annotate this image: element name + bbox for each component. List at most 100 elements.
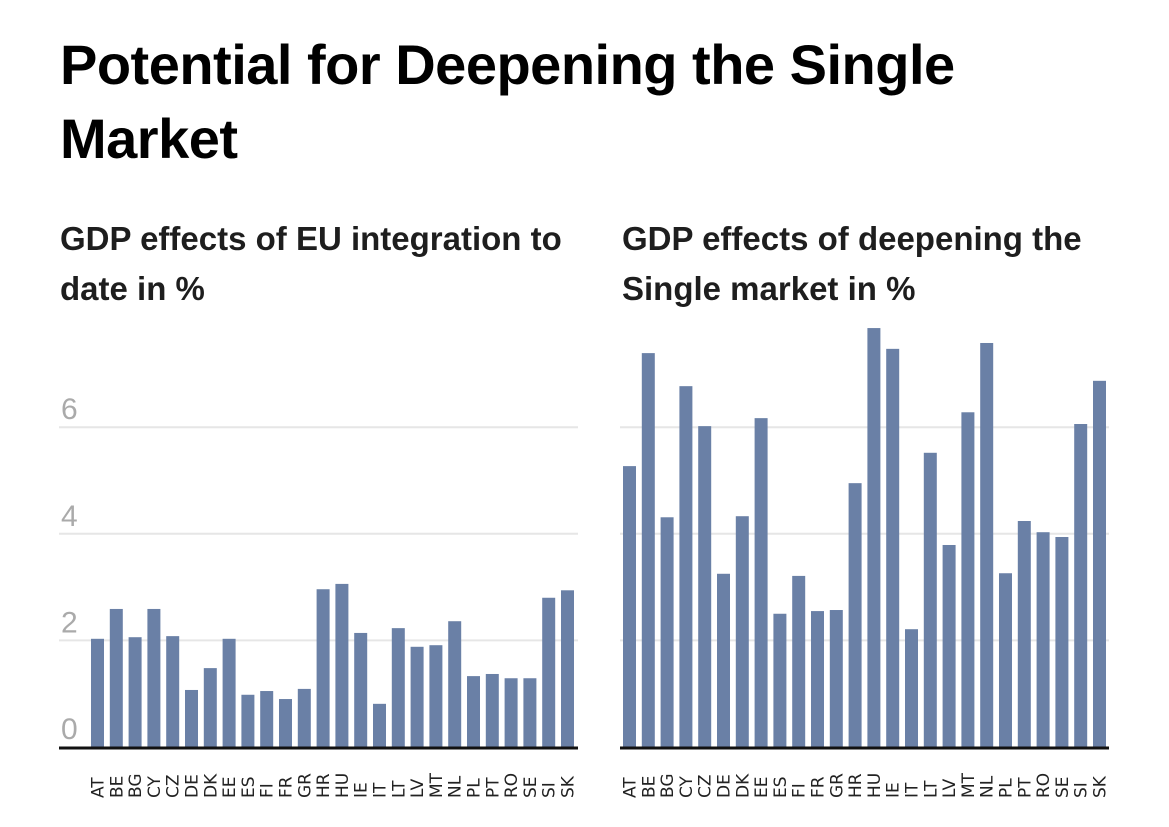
right-bar-lv (942, 544, 956, 747)
right-xtick-label: DE (715, 774, 735, 798)
right-bar-cz (698, 426, 712, 747)
page-title: Potential for Deepening the Single Marke… (60, 33, 955, 170)
left-bar-nl (448, 621, 462, 747)
right-xtick-label: EE (752, 777, 772, 798)
left-xtick-label: FI (258, 783, 278, 798)
right-bar-nl (980, 342, 994, 747)
right-xtick-label: LT (921, 780, 941, 798)
right-bar-gr (829, 610, 843, 747)
right-bar-hr (848, 483, 862, 747)
right-xtick-label: ES (771, 776, 791, 798)
right-xtick-label: MT (959, 772, 979, 798)
right-bar-bg (660, 517, 674, 747)
right-bar-si (1074, 424, 1088, 747)
left-bar-ie (354, 632, 368, 747)
right-bar-fr (811, 611, 824, 747)
left-bar-hr (316, 589, 330, 747)
right-xtick-label: BG (658, 773, 678, 798)
left-bar-cy (147, 608, 161, 747)
left-ytick-label: 6 (61, 393, 78, 426)
left-bar-chart: 0 2 4 6 ATBEBGCYCZDEDKEEESFIFRGRHRHUIEITLTLV… (59, 393, 579, 798)
right-xtick-label: PL (997, 778, 1017, 798)
right-bar-es (773, 613, 787, 747)
right-xtick-label: CZ (696, 774, 716, 798)
right-bar-se (1055, 536, 1069, 747)
right-xtick-label: IT (903, 782, 923, 798)
left-bar-sk (561, 590, 574, 747)
right-xtick-label: LV (940, 778, 960, 798)
left-ytick-label: 2 (61, 606, 78, 639)
right-xtick-label: AT (621, 777, 641, 798)
left-xtick-label: BE (107, 776, 127, 798)
left-bar-gr (297, 688, 311, 747)
right-bar-lt (923, 452, 937, 747)
left-bar-es (241, 694, 255, 747)
left-bar-be (109, 608, 123, 747)
left-xtick-label: IT (371, 782, 391, 798)
right-xtick-label: FI (790, 783, 810, 798)
right-xtick-label: NL (978, 775, 998, 798)
left-xtick-label: SE (521, 776, 541, 798)
right-bar-ee (754, 418, 768, 747)
left-bar-fr (279, 699, 292, 747)
right-bar-at (623, 466, 636, 747)
right-xtick-label: GR (827, 773, 847, 798)
right-xtick-label: SI (1072, 782, 1092, 798)
right-xtick-label: RO (1034, 773, 1054, 798)
right-xtick-label: IE (884, 782, 904, 798)
left-bar-fi (260, 691, 274, 747)
left-xtick-label: PL (465, 778, 485, 798)
right-xtick-label: SE (1053, 776, 1073, 798)
left-bar-lv (410, 646, 424, 747)
right-bar-be (641, 353, 655, 747)
left-bar-ro (504, 678, 518, 747)
right-bar-sk (1093, 380, 1106, 747)
left-xtick-label: SI (540, 782, 560, 798)
left-xtick-label: AT (89, 777, 109, 798)
right-xtick-label: HU (865, 773, 885, 798)
left-xtick-label: NL (446, 775, 466, 798)
left-xtick-label: LV (408, 778, 428, 798)
right-bar-fi (792, 575, 806, 747)
right-bar-pt (1017, 521, 1031, 747)
right-bar-hu (867, 328, 881, 747)
left-xtick-label: IE (352, 782, 372, 798)
right-xtick-label: SK (1091, 775, 1111, 798)
left-bar-pl (467, 676, 480, 747)
left-xtick-label: FR (277, 776, 297, 798)
right-xtick-label: FR (809, 776, 829, 798)
left-bar-it (373, 703, 386, 747)
left-bar-hu (335, 583, 349, 747)
left-xtick-label: DE (183, 774, 203, 798)
right-bar-pl (999, 573, 1012, 747)
right-xtick-label: BE (639, 776, 659, 798)
right-bar-cy (679, 386, 693, 747)
left-bar-mt (429, 645, 443, 747)
right-xtick-label: HR (846, 773, 866, 798)
left-xtick-label: EE (220, 777, 240, 798)
left-xtick-label: HR (314, 773, 334, 798)
left-xtick-label: CZ (164, 774, 184, 798)
right-bar-it (905, 629, 918, 747)
left-bar-se (523, 678, 537, 747)
chart-right-title: GDP effects of deepening the Single mark… (622, 220, 1082, 307)
left-xtick-label: CY (145, 775, 165, 798)
right-xtick-label: CY (677, 775, 697, 798)
chart-left-title: GDP effects of EU integration to date in… (60, 220, 562, 307)
left-bar-pt (485, 673, 499, 747)
left-xtick-label: HU (333, 773, 353, 798)
left-bar-at (91, 638, 104, 747)
right-xtick-label: PT (1015, 777, 1035, 798)
left-ytick-label: 4 (61, 500, 78, 533)
left-bar-ee (222, 638, 236, 747)
left-xtick-label: PT (483, 777, 503, 798)
left-xtick-label: ES (239, 776, 259, 798)
right-bar-de (717, 573, 730, 747)
right-bar-ro (1036, 532, 1050, 747)
left-ytick-label: 0 (61, 713, 78, 746)
left-xtick-label: LT (389, 780, 409, 798)
left-bar-cz (166, 636, 180, 747)
left-xtick-label: DK (201, 773, 221, 798)
left-bar-dk (203, 668, 217, 747)
